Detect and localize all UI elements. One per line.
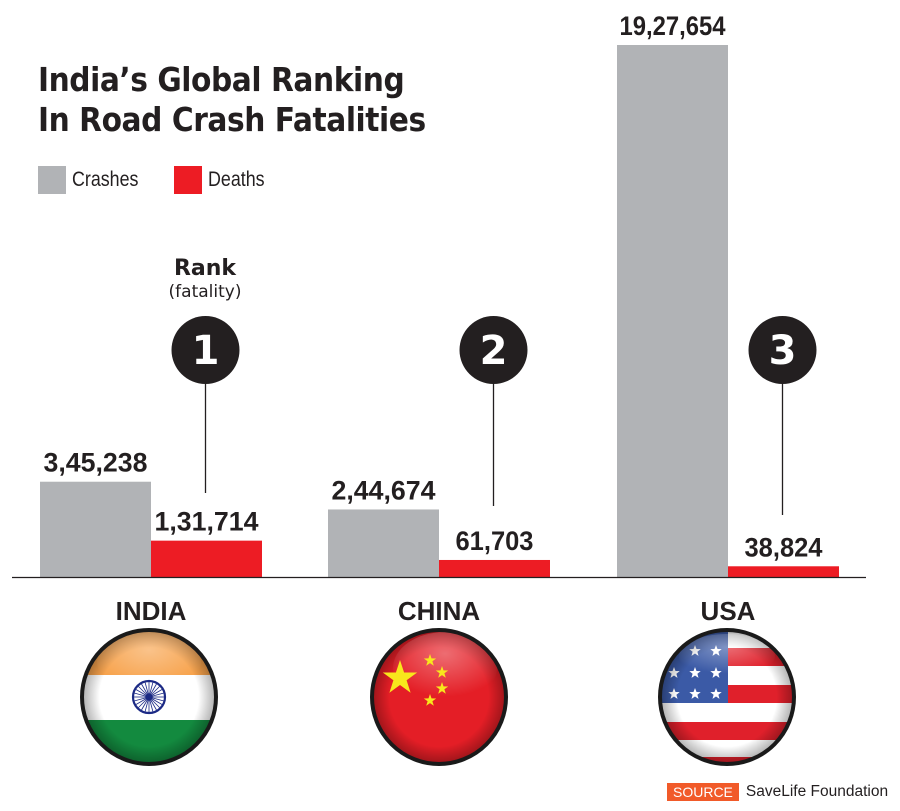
- chart-title-line-1: India’s Global Ranking: [38, 60, 405, 99]
- legend-swatch-deaths: [174, 166, 203, 194]
- country-labels-layer: INDIA CHINA USA: [116, 596, 756, 626]
- chart-title-line-2: In Road Crash Fatalities: [38, 100, 426, 139]
- rank-number: 2: [480, 328, 508, 374]
- bar-crashes-india: [40, 481, 151, 577]
- small-star-icon: [435, 666, 449, 678]
- bar-deaths-china: [439, 559, 550, 577]
- value-label-deaths-india: 1,31,714: [155, 507, 259, 537]
- small-star-icon: [435, 682, 449, 694]
- legend-label-crashes: Crashes: [72, 168, 139, 191]
- legend-item-deaths: Deaths: [174, 166, 275, 194]
- legend: Crashes Deaths: [38, 166, 299, 194]
- usa-flag-icon: [658, 628, 796, 766]
- country-label-china: CHINA: [398, 596, 481, 626]
- rank-marker-2: 2: [459, 316, 528, 506]
- bars-layer: [40, 45, 839, 577]
- small-star-icon: [423, 694, 437, 706]
- china-flag-icon: [370, 628, 508, 766]
- country-label-usa: USA: [701, 596, 756, 626]
- small-star-icon: [423, 654, 437, 666]
- legend-item-crashes: Crashes: [38, 166, 150, 194]
- value-label-crashes-china: 2,44,674: [332, 475, 436, 505]
- legend-swatch-crashes: [38, 166, 66, 194]
- bar-crashes-usa: [617, 45, 728, 577]
- value-label-crashes-usa: 19,27,654: [620, 11, 726, 41]
- rank-marker-1: 1: [171, 316, 240, 493]
- rank-subtitle: (fatality): [168, 282, 242, 302]
- bar-crashes-china: [328, 509, 439, 577]
- rank-number: 3: [769, 328, 797, 374]
- source-credit: SOURCE SaveLife Foundation: [667, 783, 888, 801]
- india-flag-icon: [80, 628, 218, 766]
- source-text: SaveLife Foundation: [745, 783, 889, 800]
- rank-circle: [171, 316, 240, 384]
- country-label-india: INDIA: [116, 596, 187, 626]
- chart-title: India’s Global Ranking In Road Crash Fat…: [38, 60, 426, 140]
- rank-markers-layer: 1 2 3: [171, 316, 817, 515]
- legend-label-deaths: Deaths: [208, 168, 265, 191]
- bar-deaths-india: [151, 540, 262, 577]
- value-label-crashes-india: 3,45,238: [44, 448, 148, 478]
- bar-deaths-usa: [728, 566, 839, 577]
- rank-title: Rank: [173, 256, 237, 281]
- rank-marker-3: 3: [748, 316, 817, 515]
- value-label-deaths-china: 61,703: [456, 526, 534, 556]
- source-tag: SOURCE: [667, 783, 739, 801]
- rank-circle: [459, 316, 528, 384]
- large-star-icon: [382, 660, 418, 693]
- rank-circle: [748, 316, 817, 384]
- rank-heading: Rank (fatality): [150, 256, 260, 302]
- ashoka-chakra-icon: [131, 679, 167, 715]
- rank-number: 1: [192, 328, 220, 374]
- value-label-deaths-usa: 38,824: [745, 532, 823, 562]
